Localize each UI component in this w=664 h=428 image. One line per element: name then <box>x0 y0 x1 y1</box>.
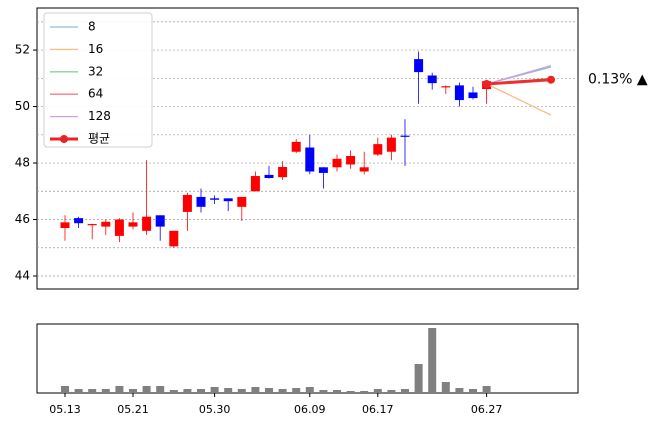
candle-body <box>441 86 451 88</box>
average-marker <box>547 75 555 84</box>
candle-body <box>210 198 220 200</box>
legend-label: 8 <box>88 20 96 34</box>
y-tick-label: 52 <box>15 43 30 57</box>
legend-label: 64 <box>88 87 103 101</box>
change-label: 0.13% ▲ <box>588 72 648 88</box>
volume-bar <box>251 387 260 393</box>
volume-bar <box>469 389 477 393</box>
volume-bar <box>441 382 450 393</box>
projection-line <box>486 83 552 116</box>
candle-body <box>169 230 179 247</box>
candle-body <box>291 141 301 152</box>
volume-bar <box>129 389 137 393</box>
candle-body <box>128 222 138 227</box>
candle-body <box>196 196 206 207</box>
candle-body <box>332 158 342 168</box>
volume-bar <box>101 389 110 393</box>
candle-body <box>414 59 424 73</box>
candle-body <box>346 155 356 165</box>
volume-bar <box>387 390 396 393</box>
x-tick-label: 05.13 <box>49 403 81 416</box>
candle-body <box>400 135 410 137</box>
legend-label: 평균 <box>88 132 110 146</box>
candle-body <box>427 75 437 84</box>
volume-bar <box>61 386 69 393</box>
candle-body <box>114 219 124 236</box>
candle-body <box>60 222 70 228</box>
projection-line <box>486 64 552 85</box>
candle-body <box>386 137 396 152</box>
x-tick-label: 05.21 <box>117 403 149 416</box>
volume-frame <box>36 323 579 394</box>
candle-body <box>155 215 165 227</box>
candle-body <box>250 176 260 192</box>
candle-body <box>182 194 192 212</box>
volume-bar <box>265 388 273 393</box>
x-tick-label: 06.17 <box>362 403 394 416</box>
volume-bar <box>305 387 314 393</box>
volume-bar <box>210 387 219 393</box>
volume-bar <box>292 388 301 393</box>
volume-bar <box>142 386 151 393</box>
candle-body <box>359 167 369 172</box>
volume-bar <box>360 391 369 393</box>
candle-body <box>373 144 383 155</box>
volume-bar <box>74 389 83 393</box>
main-frame <box>36 7 579 290</box>
legend-marker <box>60 135 68 143</box>
candle-body <box>318 167 328 173</box>
volume-bar <box>197 389 205 393</box>
volume-bar <box>115 386 124 393</box>
volume-bar <box>237 389 246 393</box>
volume-bar <box>156 386 165 393</box>
average-line <box>486 78 552 86</box>
x-tick-label: 06.27 <box>471 403 503 416</box>
volume-bar <box>278 389 287 393</box>
average-marker <box>482 79 491 88</box>
candle-body <box>454 85 464 101</box>
y-tick-label: 48 <box>15 156 30 170</box>
volume-bar <box>88 389 97 393</box>
candle-body <box>237 196 247 207</box>
candle-body <box>87 224 97 226</box>
legend-label: 128 <box>88 109 111 123</box>
volume-bar <box>401 389 409 393</box>
x-tick-label: 05.30 <box>199 403 231 416</box>
legend-label: 32 <box>88 64 103 78</box>
legend: 8 16 32 64 128 평균 <box>43 12 153 148</box>
volume-bar <box>224 388 233 393</box>
volume-bar <box>414 364 423 393</box>
volume-bar <box>482 386 491 393</box>
y-tick-label: 44 <box>15 269 30 283</box>
volume-bar <box>455 388 464 393</box>
volume-bar <box>333 390 341 393</box>
candle-body <box>305 147 315 172</box>
volume-bar <box>346 391 355 393</box>
y-tick-label: 50 <box>15 99 30 113</box>
candle-body <box>74 218 84 224</box>
candle-body <box>223 198 233 202</box>
volume-bar <box>373 389 382 393</box>
volume-bar <box>183 389 192 393</box>
candle-body <box>264 174 274 179</box>
y-tick-label: 46 <box>15 212 30 226</box>
candle-body <box>142 216 152 231</box>
legend-box <box>43 12 153 148</box>
volume-bar <box>428 328 437 393</box>
volume-bar <box>169 390 178 393</box>
candle-body <box>278 166 288 178</box>
x-tick-label: 06.09 <box>294 403 326 416</box>
candle-body <box>101 221 111 227</box>
candle-body <box>468 92 478 99</box>
legend-label: 16 <box>88 42 103 56</box>
volume-bar <box>319 390 328 393</box>
